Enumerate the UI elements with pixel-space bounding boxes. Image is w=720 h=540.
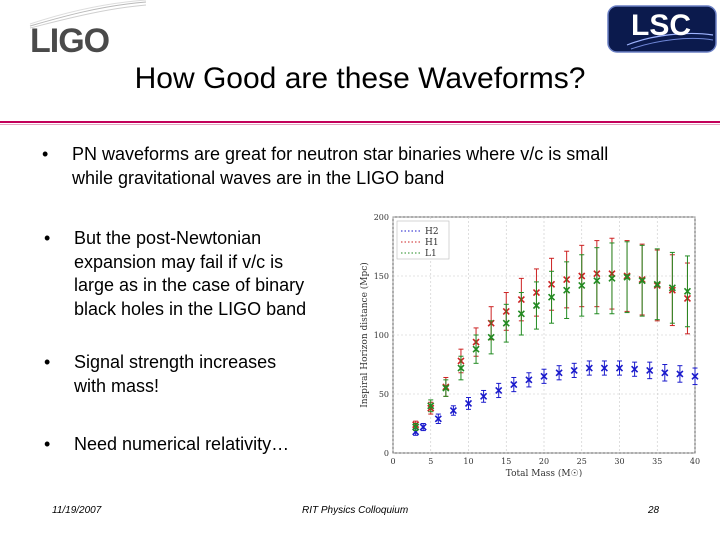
data-point-l1 (593, 277, 601, 285)
data-point-l1 (623, 273, 631, 281)
data-point-h2 (525, 376, 533, 384)
bullet-text: with mass! (74, 375, 160, 396)
data-point-h2 (661, 369, 669, 377)
bullet-text: Signal strength increases (74, 352, 277, 372)
data-point-l1 (472, 345, 480, 353)
data-point-h2 (676, 370, 684, 378)
data-point-l1 (457, 364, 465, 372)
data-point-l1 (442, 384, 450, 392)
data-point-h2 (691, 372, 699, 380)
bullet-text: expansion may fail if v/c is (74, 251, 284, 272)
x-tick-label: 5 (428, 457, 433, 466)
data-point-h2 (480, 392, 488, 400)
x-tick-label: 25 (577, 457, 587, 466)
slide-title: How Good are these Waveforms? (134, 62, 586, 95)
bullet-text: black holes in the LIGO band (74, 298, 307, 319)
data-point-l1 (578, 281, 586, 290)
data-point-h2 (570, 366, 578, 374)
bullet-marker: • (44, 228, 51, 248)
bullet-text: PN waveforms are great for neutron star … (72, 144, 609, 164)
y-tick-label: 150 (374, 272, 389, 281)
legend-label: H1 (425, 238, 439, 248)
footer-page-number: 28 (648, 505, 660, 516)
data-point-h2 (646, 366, 654, 374)
bullet-text: But the post-Newtonian (74, 228, 262, 248)
data-point-l1 (653, 280, 661, 288)
data-point-h2 (449, 406, 457, 415)
x-tick-label: 10 (463, 457, 473, 466)
data-point-l1 (412, 423, 420, 431)
data-point-l1 (427, 402, 435, 410)
bullet-numerical-relativity: • Need numerical relativity… (44, 433, 290, 457)
ligo-swoosh-icon (29, 0, 147, 29)
data-point-l1 (487, 333, 495, 341)
data-point-h2 (615, 364, 624, 372)
data-point-h2 (464, 399, 473, 408)
bullet-post-newtonian: • But the post-Newtonian expansion may f… (44, 227, 307, 321)
data-point-l1 (532, 301, 541, 310)
data-point-h2 (585, 364, 593, 372)
data-point-h2 (495, 386, 503, 395)
x-tick-label: 0 (390, 457, 395, 466)
data-point-l1 (517, 310, 525, 318)
lsc-logo-badge: LSC (607, 5, 717, 53)
title-divider-shadow (0, 124, 720, 125)
bullet-text: Need numerical relativity… (74, 434, 290, 454)
legend-label: L1 (425, 249, 437, 259)
data-point-h2 (510, 380, 518, 389)
lsc-logo-text: LSC (631, 9, 691, 42)
bullet-text: large as in the case of binary (74, 275, 305, 295)
data-point-l1 (683, 287, 692, 295)
data-point-l1 (547, 293, 556, 301)
data-point-l1 (502, 319, 510, 327)
footer-center: RIT Physics Colloquium (302, 505, 409, 516)
data-point-l1 (668, 284, 676, 292)
bullet-marker: • (42, 144, 49, 164)
horizon-distance-chart: 0 50 100 150 200 0 5 10 15 20 25 30 35 40 Total Mass (… (359, 213, 700, 477)
y-axis-label: Inspiral Horizon distance (Mpc) (359, 262, 370, 408)
x-tick-label: 20 (539, 457, 549, 466)
data-point-h2 (419, 423, 427, 431)
data-point-h2 (434, 415, 442, 423)
data-point-h2 (540, 372, 548, 380)
footer-date: 11/19/2007 (52, 505, 102, 516)
data-point-l1 (563, 286, 571, 294)
bullet-pn-waveforms: • PN waveforms are great for neutron sta… (42, 143, 609, 190)
ligo-logo: LIGO (30, 22, 110, 60)
y-tick-label: 50 (379, 390, 389, 399)
y-tick-label: 0 (384, 449, 389, 458)
x-tick-label: 30 (614, 457, 624, 466)
data-point-h2 (555, 369, 563, 377)
bullet-marker: • (44, 352, 51, 372)
x-tick-label: 35 (652, 457, 662, 466)
title-divider (0, 121, 720, 123)
y-tick-label: 200 (374, 213, 389, 222)
bullet-signal-strength: • Signal strength increases with mass! (44, 351, 277, 398)
bullet-text: while gravitational waves are in the LIG… (72, 167, 445, 188)
data-point-l1 (608, 274, 616, 282)
x-tick-label: 15 (501, 457, 511, 466)
data-point-h2 (600, 364, 608, 372)
bullet-marker: • (44, 434, 51, 454)
x-axis-label: Total Mass (M☉) (506, 468, 582, 477)
y-tick-label: 100 (374, 331, 389, 340)
legend-label: H2 (425, 227, 439, 237)
x-tick-label: 40 (690, 457, 700, 466)
data-point-l1 (638, 277, 646, 285)
data-point-h2 (631, 365, 639, 373)
